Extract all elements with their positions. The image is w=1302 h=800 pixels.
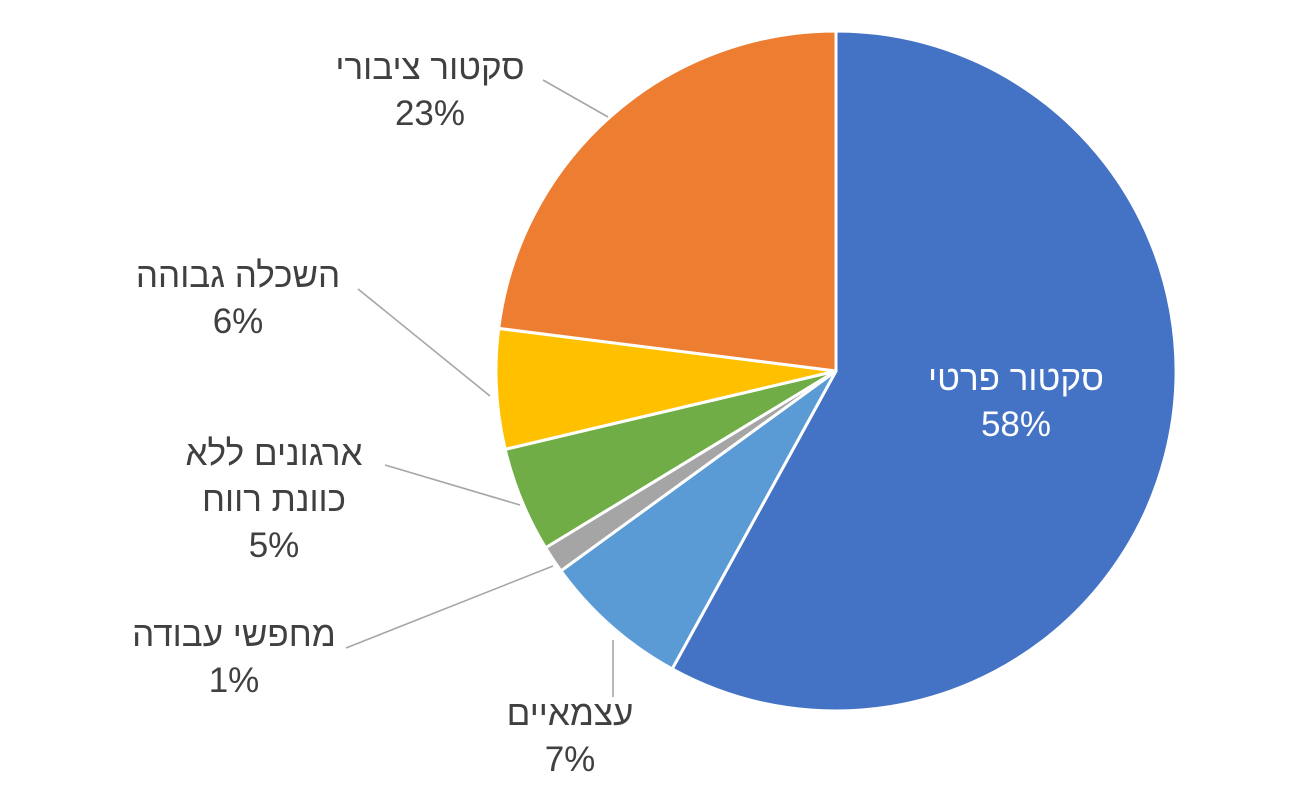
leader-line-4 (357, 288, 491, 397)
slice-name-label: סקטור ציבורי (335, 48, 524, 87)
slice-name-label: עצמאיים (507, 694, 634, 733)
slice-percent-label: 58% (981, 405, 1051, 444)
pie-slice-0 (670, 29, 1178, 713)
slice-name-label: כוונת רווח (202, 480, 346, 519)
slice-label-2: מחפשי עבודה 1% (132, 615, 336, 700)
slices-layer (494, 29, 1178, 713)
slice-name-label: ארגונים ללא (185, 434, 362, 473)
leader-line-5 (542, 79, 609, 118)
slice-label-3: ארגונים ללא כוונת רווח 5% (185, 434, 362, 565)
pie-slice-5 (497, 29, 838, 373)
slice-percent-label: 1% (209, 661, 260, 700)
slice-percent-label: 6% (213, 302, 264, 341)
slice-name-label: סקטור פרטי (928, 359, 1104, 398)
slice-label-1: עצמאיים 7% (507, 694, 634, 779)
leader-lines-layer (345, 79, 614, 697)
slice-name-label: מחפשי עבודה (132, 615, 336, 654)
slice-percent-label: 5% (249, 526, 300, 565)
slice-name-label: השכלה גבוהה (136, 256, 340, 295)
slice-label-0: סקטור פרטי 58% (928, 359, 1104, 444)
slice-percent-label: 7% (545, 740, 596, 779)
slice-label-5: סקטור ציבורי 23% (335, 48, 524, 133)
labels-layer: סקטור פרטי 58% עצמאיים 7% מחפשי עבודה 1% ארגונ… (132, 48, 1104, 779)
leader-line-2 (345, 565, 554, 649)
pie-slice-1 (559, 369, 838, 671)
leader-line-3 (384, 464, 521, 506)
slice-label-4: השכלה גבוהה 6% (136, 256, 340, 341)
slice-percent-label: 23% (395, 94, 465, 133)
